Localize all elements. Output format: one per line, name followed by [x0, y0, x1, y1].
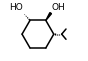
Text: OH: OH: [51, 3, 65, 13]
Text: HO: HO: [9, 3, 23, 13]
Polygon shape: [46, 13, 51, 20]
